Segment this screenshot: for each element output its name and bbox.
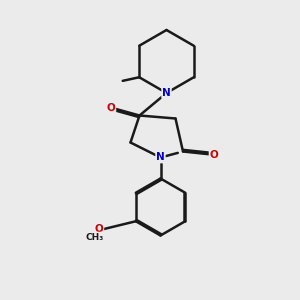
Text: O: O (106, 103, 116, 113)
Text: N: N (162, 88, 171, 98)
Text: O: O (209, 149, 218, 160)
Text: CH₃: CH₃ (86, 232, 104, 242)
Text: N: N (156, 152, 165, 163)
Text: O: O (94, 224, 103, 234)
